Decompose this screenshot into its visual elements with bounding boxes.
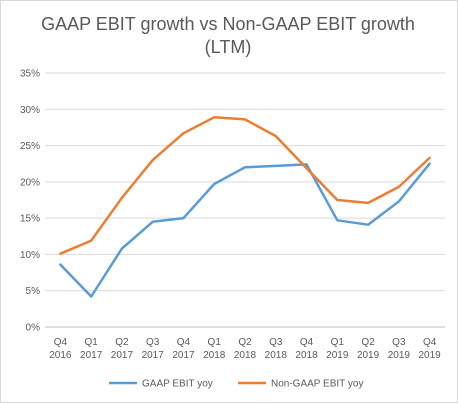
legend-label: Non-GAAP EBIT yoy xyxy=(271,379,363,390)
x-tick-label: 2018 xyxy=(203,350,226,361)
x-tick-label: Q1 xyxy=(331,337,345,348)
x-tick-label: Q3 xyxy=(269,337,283,348)
y-axis-tick-labels: 0% 5% 10% 15% 20% 25% 30% 35% xyxy=(20,69,40,334)
x-tick-label: 2018 xyxy=(234,350,257,361)
series-line-gaap xyxy=(60,164,429,297)
y-tick-label: 30% xyxy=(20,105,40,116)
chart-title-line1: GAAP EBIT growth vs Non-GAAP EBIT growth xyxy=(41,14,415,34)
legend: GAAP EBIT yoy Non-GAAP EBIT yoy xyxy=(109,379,363,390)
x-tick-label: Q4 xyxy=(177,337,191,348)
x-axis-tick-labels: Q4 2016 Q1 2017 Q2 2017 Q3 2017 Q4 2017 Q1 2018 Q2 20… xyxy=(49,337,441,361)
gridlines xyxy=(45,73,445,327)
y-tick-label: 0% xyxy=(26,323,41,334)
x-tick-label: 2019 xyxy=(388,350,411,361)
x-tick-label: Q3 xyxy=(146,337,160,348)
x-tick-label: 2017 xyxy=(172,350,195,361)
x-tick-label: 2017 xyxy=(80,350,103,361)
x-tick-label: Q4 xyxy=(423,337,437,348)
x-tick-label: 2019 xyxy=(326,350,349,361)
x-tick-label: 2017 xyxy=(111,350,134,361)
x-tick-label: 2016 xyxy=(49,350,72,361)
x-tick-label: 2018 xyxy=(265,350,288,361)
x-tick-label: 2019 xyxy=(418,350,441,361)
y-tick-label: 25% xyxy=(20,141,40,152)
y-tick-label: 5% xyxy=(26,286,41,297)
x-tick-label: 2018 xyxy=(295,350,318,361)
x-tick-label: Q1 xyxy=(208,337,222,348)
series-lines xyxy=(60,117,429,296)
series-line-non-gaap xyxy=(60,117,429,253)
y-tick-label: 15% xyxy=(20,214,40,225)
x-tick-label: Q4 xyxy=(300,337,314,348)
x-tick-label: 2019 xyxy=(357,350,380,361)
y-tick-label: 10% xyxy=(20,250,40,261)
legend-label: GAAP EBIT yoy xyxy=(142,379,213,390)
x-tick-label: Q2 xyxy=(115,337,129,348)
x-tick-label: Q1 xyxy=(84,337,98,348)
x-tick-label: 2017 xyxy=(142,350,165,361)
y-tick-label: 35% xyxy=(20,69,40,80)
chart-title-line2: (LTM) xyxy=(205,37,252,57)
x-tick-label: Q3 xyxy=(392,337,406,348)
x-tick-label: Q2 xyxy=(361,337,375,348)
x-tick-label: Q2 xyxy=(238,337,252,348)
y-tick-label: 20% xyxy=(20,177,40,188)
x-tick-label: Q4 xyxy=(54,337,68,348)
